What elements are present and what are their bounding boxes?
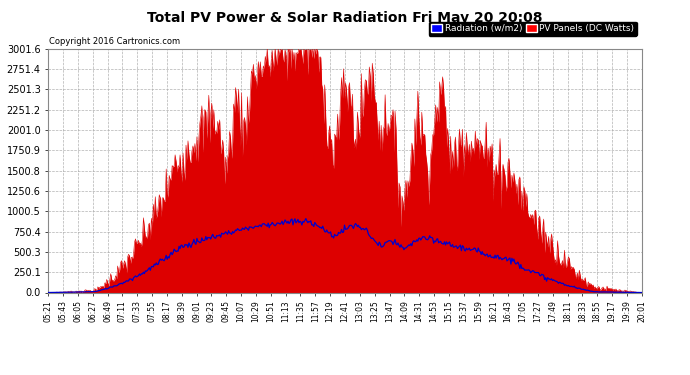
Text: Total PV Power & Solar Radiation Fri May 20 20:08: Total PV Power & Solar Radiation Fri May… (147, 11, 543, 25)
Legend: Radiation (w/m2), PV Panels (DC Watts): Radiation (w/m2), PV Panels (DC Watts) (428, 22, 637, 36)
Text: Copyright 2016 Cartronics.com: Copyright 2016 Cartronics.com (49, 38, 180, 46)
